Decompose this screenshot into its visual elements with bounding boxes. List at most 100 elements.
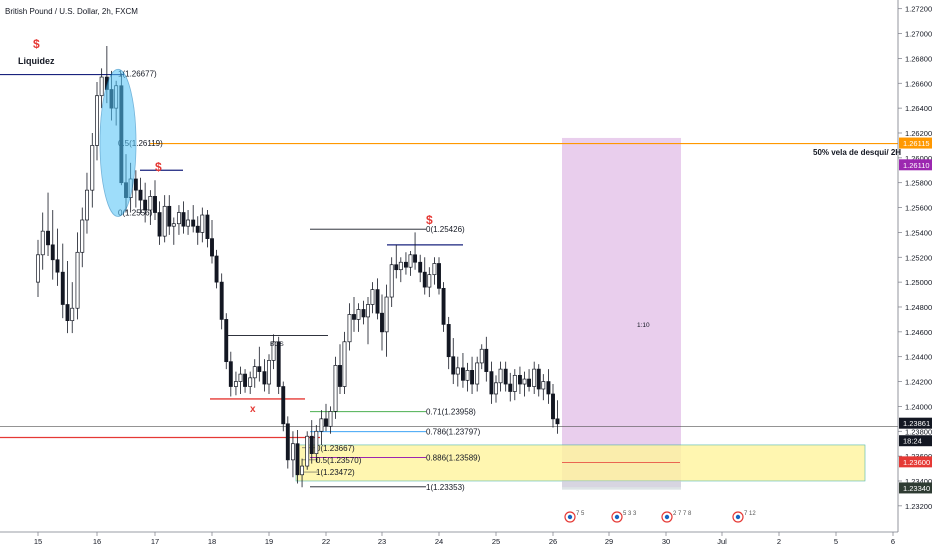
svg-text:18:24: 18:24 <box>903 437 922 446</box>
candle <box>366 297 370 345</box>
event-icon[interactable]: 5 3 3 <box>611 511 637 523</box>
candle <box>171 217 176 245</box>
price-tick-label: 1.26200 <box>905 129 932 138</box>
candle <box>257 346 262 382</box>
time-tick-label: 26 <box>549 537 557 546</box>
candle <box>200 207 205 243</box>
candle <box>281 381 286 432</box>
event-icon[interactable]: 2 7 7 8 <box>661 511 692 523</box>
price-tick-label: 1.24800 <box>905 303 932 312</box>
candle <box>267 354 271 394</box>
candle <box>55 228 60 286</box>
candle <box>470 356 475 394</box>
candle <box>356 303 361 332</box>
price-tag: 18:24 <box>899 435 932 447</box>
candle <box>328 406 333 434</box>
candle <box>80 207 85 268</box>
candle <box>285 416 290 469</box>
price-tick-label: 1.24000 <box>905 402 932 411</box>
fib-level-label: 0.786(1.23797) <box>426 428 481 437</box>
time-tick-label: 5 <box>834 537 838 546</box>
candle <box>210 219 214 264</box>
candle <box>309 420 314 464</box>
vela-label: 50% vela de desqui/ 2H <box>813 148 901 157</box>
candle <box>167 195 172 235</box>
candle <box>347 303 352 351</box>
candle <box>153 180 157 220</box>
price-tick-label: 1.25800 <box>905 179 932 188</box>
candle <box>50 210 55 280</box>
candle <box>455 356 460 387</box>
candle <box>484 336 489 382</box>
candle <box>70 282 75 334</box>
price-tick-label: 1.25400 <box>905 228 932 237</box>
time-tick-label: 19 <box>265 537 273 546</box>
svg-text:1.26110: 1.26110 <box>903 161 930 170</box>
price-tick-label: 1.26800 <box>905 54 932 63</box>
candle <box>475 356 480 392</box>
candle <box>138 177 143 214</box>
event-icon[interactable]: 7 5 <box>564 511 585 523</box>
rr-label: 1:10 <box>637 322 650 329</box>
candle <box>162 195 167 243</box>
fib-low-label: 1(1.23472) <box>316 468 355 477</box>
candle <box>176 205 181 235</box>
candle <box>441 282 446 332</box>
candle <box>271 334 276 370</box>
candle <box>248 371 253 394</box>
time-tick-label: 15 <box>34 537 42 546</box>
candle <box>375 278 380 320</box>
candle <box>186 210 191 235</box>
candle <box>403 252 408 275</box>
time-tick-label: 2 <box>777 537 781 546</box>
fib-level-label: 0.71(1.23958) <box>426 408 476 417</box>
entry-zone <box>295 444 866 482</box>
candle <box>95 82 99 161</box>
candle <box>551 384 555 428</box>
price-tag: 1.23861 <box>899 417 932 429</box>
candle <box>394 244 399 279</box>
target-zone <box>562 137 681 488</box>
candle <box>555 400 560 434</box>
candle <box>432 257 437 285</box>
fib-top-label: 1(1.26677) <box>118 70 157 79</box>
candle <box>290 431 295 478</box>
candle <box>214 249 219 289</box>
svg-text:5 3 3: 5 3 3 <box>623 511 637 517</box>
candle <box>75 232 80 320</box>
candle <box>503 361 508 392</box>
svg-text:1.23340: 1.23340 <box>903 484 930 493</box>
event-icon[interactable]: 7 12 <box>732 511 756 523</box>
time-tick-label: 29 <box>605 537 613 546</box>
svg-text:2 7 7 8: 2 7 7 8 <box>673 511 692 517</box>
price-tick-label: 1.23200 <box>905 502 932 511</box>
time-tick-label: 16 <box>93 537 101 546</box>
fib-top-label: 0(1.2556) <box>118 209 153 218</box>
dollar-sign-1: $ <box>33 37 40 51</box>
candle <box>418 254 423 283</box>
candle <box>219 273 224 330</box>
svg-text:7 12: 7 12 <box>744 511 756 517</box>
candle <box>422 257 427 295</box>
candle <box>512 369 517 401</box>
dollar-sign-3: $ <box>426 213 433 227</box>
candle <box>342 331 347 394</box>
candle <box>314 425 319 463</box>
price-tick-label: 1.24400 <box>905 353 932 362</box>
time-tick-label: 6 <box>891 537 895 546</box>
candle <box>451 338 456 385</box>
dollar-sign-2: $ <box>155 160 162 174</box>
candle <box>384 284 389 357</box>
candle <box>517 366 522 394</box>
candle <box>46 192 50 257</box>
candle <box>479 344 484 370</box>
time-tick-label: 18 <box>208 537 216 546</box>
candle <box>233 371 238 396</box>
fib-level-label: 0.886(1.23589) <box>426 453 481 462</box>
candle <box>243 369 248 393</box>
fib-low-label: 0.5(1.23570) <box>316 456 362 465</box>
candle <box>99 68 104 109</box>
candle <box>191 205 196 233</box>
